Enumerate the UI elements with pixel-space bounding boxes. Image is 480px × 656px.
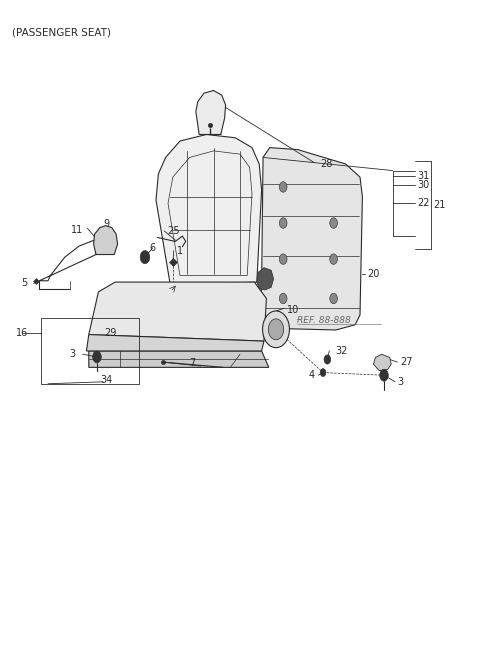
Text: 1: 1 (177, 245, 183, 256)
Polygon shape (89, 282, 266, 341)
Text: 30: 30 (418, 180, 430, 190)
Circle shape (279, 293, 287, 304)
Text: 4: 4 (308, 370, 314, 380)
Text: 3: 3 (397, 377, 404, 387)
Text: 22: 22 (418, 198, 430, 209)
Text: 10: 10 (287, 304, 300, 315)
Circle shape (279, 254, 287, 264)
Circle shape (140, 251, 150, 264)
Circle shape (330, 293, 337, 304)
Text: 9: 9 (103, 219, 109, 230)
Circle shape (330, 254, 337, 264)
Circle shape (324, 355, 331, 364)
Text: 34: 34 (100, 375, 112, 386)
Text: 27: 27 (400, 357, 412, 367)
Text: 25: 25 (167, 226, 180, 236)
Text: #555555: #555555 (297, 319, 303, 320)
Text: 6: 6 (150, 243, 156, 253)
Polygon shape (94, 226, 118, 255)
Text: 5: 5 (22, 278, 28, 289)
Text: 29: 29 (105, 328, 117, 338)
Text: 3: 3 (70, 349, 76, 359)
Polygon shape (257, 268, 274, 290)
Text: 7: 7 (190, 358, 196, 368)
Text: 28: 28 (321, 159, 333, 169)
Circle shape (320, 369, 326, 377)
Circle shape (279, 182, 287, 192)
Circle shape (263, 311, 289, 348)
Polygon shape (196, 91, 226, 134)
Bar (41, 318, 139, 384)
Circle shape (380, 369, 388, 381)
Polygon shape (259, 148, 362, 330)
Polygon shape (156, 134, 262, 285)
Polygon shape (89, 351, 269, 367)
Circle shape (93, 351, 101, 363)
Circle shape (330, 218, 337, 228)
Polygon shape (86, 335, 264, 351)
Polygon shape (373, 354, 391, 371)
Text: 20: 20 (367, 269, 380, 279)
Text: 16: 16 (15, 328, 28, 338)
Text: 32: 32 (335, 346, 348, 356)
Text: 31: 31 (418, 171, 430, 181)
Circle shape (268, 319, 284, 340)
Text: 11: 11 (71, 224, 84, 235)
Text: 21: 21 (433, 200, 446, 210)
Text: (PASSENGER SEAT): (PASSENGER SEAT) (12, 28, 111, 37)
Circle shape (279, 218, 287, 228)
Text: REF. 88-888: REF. 88-888 (297, 316, 350, 325)
